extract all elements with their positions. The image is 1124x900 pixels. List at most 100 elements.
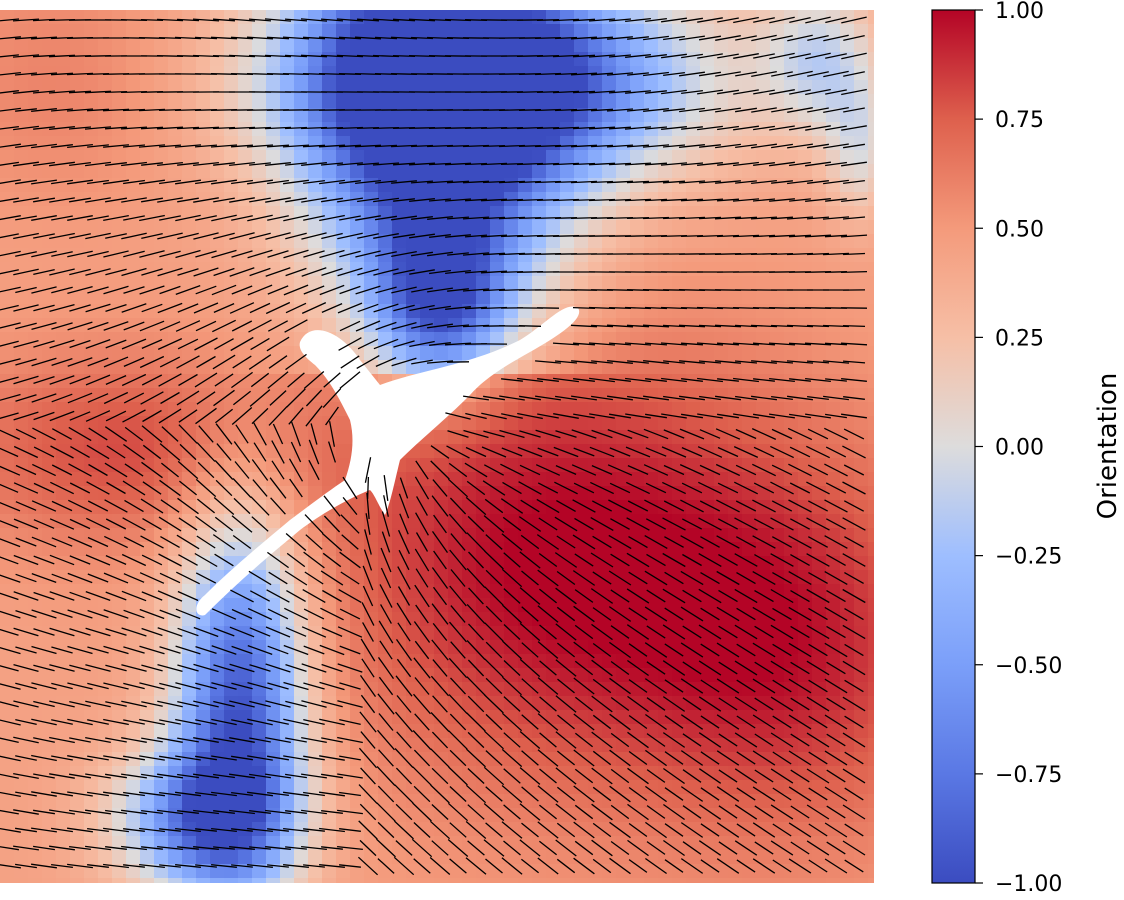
heatmap-cell <box>196 430 211 445</box>
heatmap-cell <box>644 542 659 557</box>
director-segment <box>354 36 382 40</box>
heatmap-cell <box>644 752 659 767</box>
heatmap-cell <box>616 528 631 543</box>
heatmap-cell <box>224 444 239 459</box>
heatmap-cell <box>294 570 309 585</box>
director-segment <box>210 36 238 40</box>
heatmap-cell <box>56 360 71 375</box>
heatmap-cell <box>154 556 169 571</box>
director-segment <box>140 18 164 22</box>
heatmap-cell <box>868 864 874 879</box>
heatmap-cell <box>476 598 491 613</box>
heatmap-cell <box>686 150 701 165</box>
heatmap-cell <box>574 654 589 669</box>
heatmap-cell <box>308 640 323 655</box>
heatmap-cell <box>700 122 715 137</box>
heatmap-cell <box>518 738 533 753</box>
heatmap-cell <box>490 10 505 25</box>
director-segment <box>717 162 739 166</box>
heatmap-cell <box>56 276 71 291</box>
heatmap-cell <box>630 38 645 53</box>
heatmap-cell <box>644 290 659 305</box>
heatmap-cell <box>392 80 407 95</box>
heatmap-cell <box>546 752 561 767</box>
heatmap-cell <box>196 668 211 683</box>
heatmap-cell <box>462 234 477 249</box>
heatmap-cell <box>126 850 141 865</box>
heatmap-cell <box>126 220 141 235</box>
director-segment <box>788 342 812 346</box>
heatmap-cell <box>770 24 785 39</box>
heatmap-cell <box>168 262 183 277</box>
director-segment <box>391 215 417 221</box>
heatmap-cell <box>336 150 351 165</box>
heatmap-cell <box>756 304 771 319</box>
heatmap-cell <box>364 738 379 753</box>
heatmap-cell <box>462 248 477 263</box>
heatmap-cell <box>686 808 701 823</box>
director-segment <box>570 36 598 40</box>
heatmap-cell <box>532 850 547 865</box>
director-segment <box>823 179 849 185</box>
heatmap-cell <box>840 150 855 165</box>
heatmap-cell <box>616 738 631 753</box>
heatmap-cell <box>546 38 561 53</box>
director-segment <box>141 303 163 313</box>
heatmap-cell <box>658 136 673 151</box>
heatmap-cell <box>280 360 295 375</box>
heatmap-cell <box>602 136 617 151</box>
heatmap-cell <box>252 724 267 739</box>
heatmap-cell <box>0 850 15 865</box>
heatmap-cell <box>588 52 603 67</box>
heatmap-cell <box>868 374 874 389</box>
heatmap-cell <box>322 458 337 473</box>
director-segment <box>138 108 166 112</box>
heatmap-cell <box>238 164 253 179</box>
heatmap-cell <box>588 458 603 473</box>
heatmap-cell <box>574 542 589 557</box>
heatmap-cell <box>154 514 169 529</box>
heatmap-cell <box>252 514 267 529</box>
heatmap-cell <box>798 276 813 291</box>
director-segment <box>716 89 740 95</box>
heatmap-cell <box>70 766 85 781</box>
heatmap-cell <box>854 24 869 39</box>
heatmap-cell <box>770 556 785 571</box>
heatmap-cell <box>756 220 771 235</box>
heatmap-cell <box>616 710 631 725</box>
heatmap-cell <box>854 388 869 403</box>
heatmap-cell <box>294 668 309 683</box>
director-segment <box>123 321 145 331</box>
heatmap-cell <box>644 500 659 515</box>
heatmap-cell <box>0 304 15 319</box>
heatmap-cell <box>518 822 533 837</box>
heatmap-cell <box>630 584 645 599</box>
heatmap-cell <box>728 794 743 809</box>
heatmap-cell <box>336 318 351 333</box>
heatmap-cell <box>868 850 874 865</box>
director-segment <box>231 179 253 185</box>
director-segment <box>194 144 218 148</box>
heatmap-cell <box>546 220 561 235</box>
director-segment <box>606 144 634 148</box>
heatmap-cell <box>14 150 29 165</box>
heatmap-cell <box>854 640 869 655</box>
heatmap-cell <box>56 38 71 53</box>
heatmap-cell <box>588 220 603 235</box>
heatmap-cell <box>238 486 253 501</box>
heatmap-cell <box>462 66 477 81</box>
heatmap-cell <box>700 780 715 795</box>
heatmap-cell <box>70 416 85 431</box>
director-segment <box>300 126 328 130</box>
heatmap-cell <box>644 822 659 837</box>
heatmap-cell <box>126 234 141 249</box>
heatmap-cell <box>462 38 477 53</box>
heatmap-cell <box>154 94 169 109</box>
heatmap-cell <box>280 192 295 207</box>
heatmap-cell <box>784 430 799 445</box>
heatmap-cell <box>84 668 99 683</box>
heatmap-cell <box>350 178 365 193</box>
heatmap-cell <box>798 836 813 851</box>
director-segment <box>69 375 91 385</box>
heatmap-cell <box>560 164 575 179</box>
